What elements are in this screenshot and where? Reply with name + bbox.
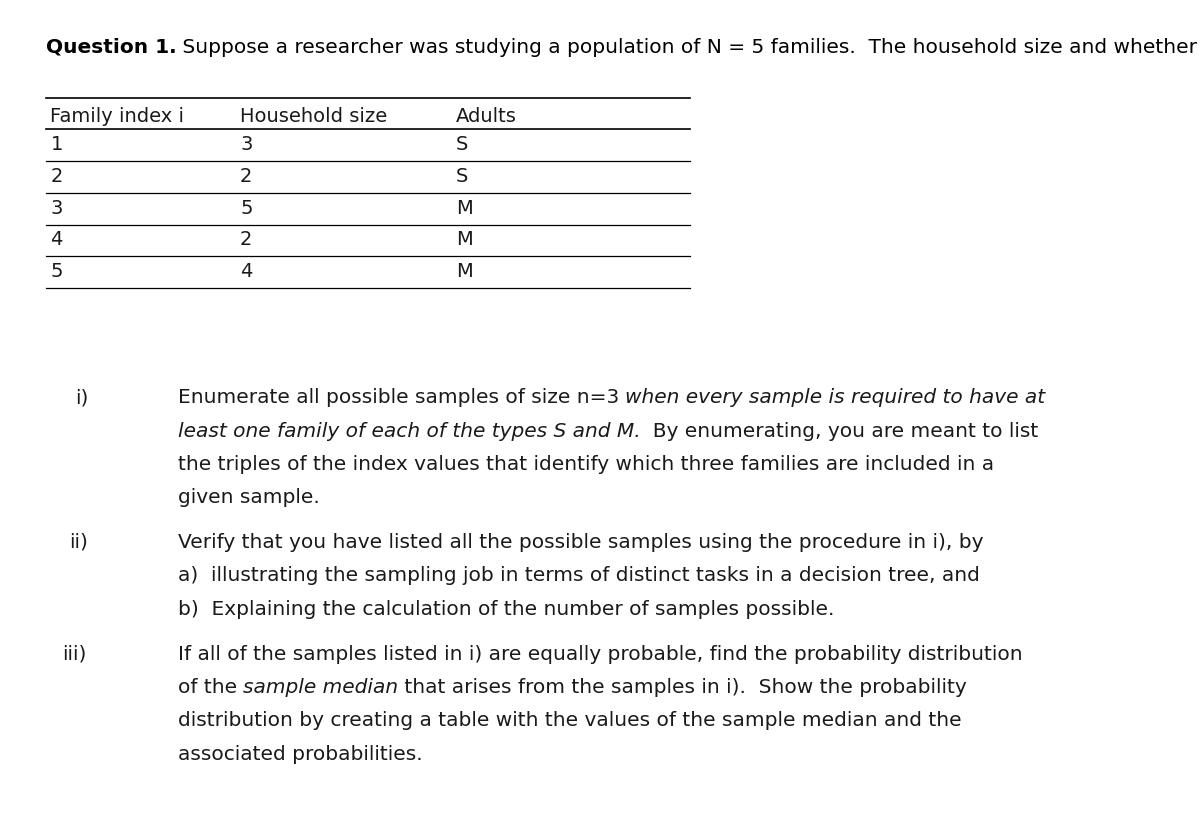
Text: 3: 3 — [240, 135, 252, 154]
Text: b)  Explaining the calculation of the number of samples possible.: b) Explaining the calculation of the num… — [178, 600, 834, 619]
Text: given sample.: given sample. — [178, 488, 319, 508]
Text: S: S — [456, 135, 468, 154]
Text: By enumerating, you are meant to list: By enumerating, you are meant to list — [641, 422, 1038, 441]
Text: M: M — [456, 230, 473, 250]
Text: If all of the samples listed in i) are equally probable, find the probability di: If all of the samples listed in i) are e… — [178, 645, 1022, 664]
Text: when every sample is required to have at: when every sample is required to have at — [625, 388, 1045, 407]
Text: 4: 4 — [240, 262, 252, 281]
Text: of the: of the — [178, 678, 244, 697]
Text: 5: 5 — [240, 199, 252, 218]
Text: i): i) — [76, 388, 89, 407]
Text: Household size: Household size — [240, 107, 388, 125]
Text: 4: 4 — [50, 230, 62, 250]
Text: sample median: sample median — [244, 678, 398, 697]
Text: distribution by creating a table with the values of the sample median and the: distribution by creating a table with th… — [178, 711, 961, 731]
Text: 2: 2 — [50, 167, 62, 186]
Text: M: M — [456, 199, 473, 218]
Text: Enumerate all possible samples of size n=3: Enumerate all possible samples of size n… — [178, 388, 625, 407]
Text: 3: 3 — [50, 199, 62, 218]
Text: Adults: Adults — [456, 107, 517, 125]
Text: Question 1.: Question 1. — [46, 38, 176, 57]
Text: iii): iii) — [62, 645, 86, 664]
Text: 2: 2 — [240, 230, 252, 250]
Text: least one family of each of the types S and M.: least one family of each of the types S … — [178, 422, 641, 441]
Text: that arises from the samples in i).  Show the probability: that arises from the samples in i). Show… — [398, 678, 967, 697]
Text: associated probabilities.: associated probabilities. — [178, 745, 422, 764]
Text: ii): ii) — [70, 533, 89, 552]
Text: a)  illustrating the sampling job in terms of distinct tasks in a decision tree,: a) illustrating the sampling job in term… — [178, 566, 979, 585]
Text: 2: 2 — [240, 167, 252, 186]
Text: S: S — [456, 167, 468, 186]
Text: 1: 1 — [50, 135, 62, 154]
Text: Verify that you have listed all the possible samples using the procedure in i), : Verify that you have listed all the poss… — [178, 533, 983, 552]
Text: Suppose a researcher was studying a population of N = 5 families.  The household: Suppose a researcher was studying a popu… — [176, 38, 1200, 57]
Text: M: M — [456, 262, 473, 281]
Text: Family index i: Family index i — [50, 107, 185, 125]
Text: the triples of the index values that identify which three families are included : the triples of the index values that ide… — [178, 455, 994, 474]
Text: 5: 5 — [50, 262, 62, 281]
